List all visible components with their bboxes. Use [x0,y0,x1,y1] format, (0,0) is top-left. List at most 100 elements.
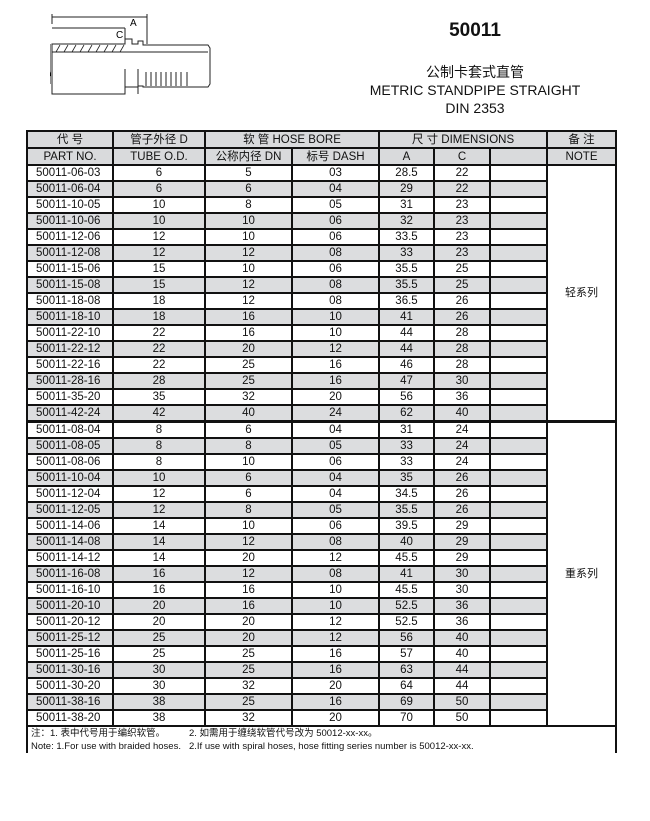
table-row: 50011-12-04 12 6 04 34.5 26 [26,485,616,503]
cell-dash: 08 [291,533,380,551]
cell-dim-a: 56 [378,388,435,406]
header-tube-cn: 管子外径 D [112,130,206,149]
cell-dim-c: 28 [433,340,491,358]
cell-dim-a: 33 [378,244,435,262]
footnote-en-1: Note: 1.For use with braided hoses. [31,741,181,752]
cell-dim-c: 30 [433,372,491,390]
cell-dim-a: 57 [378,645,435,663]
cell-dn: 25 [204,356,293,374]
cell-dn: 6 [204,420,293,439]
cell-dim-c: 36 [433,597,491,615]
cell-blank [488,517,549,535]
cell-dim-a: 32 [378,212,435,230]
cell-part-no: 50011-15-08 [26,276,114,294]
header-part-en: PART NO. [26,147,114,166]
cell-blank [488,709,549,727]
cell-blank [488,693,549,711]
cell-part-no: 50011-14-12 [26,549,114,567]
cell-part-no: 50011-10-05 [26,196,114,214]
cell-blank [488,565,549,583]
table-row: 50011-20-10 20 16 10 52.5 36 [26,597,616,615]
header-blank [488,147,549,166]
cell-blank [488,356,549,374]
cell-blank [488,661,549,679]
table-row: 50011-35-20 35 32 20 56 36 [26,388,616,406]
cell-tube-od: 12 [112,501,206,519]
cell-part-no: 50011-10-06 [26,212,114,230]
cell-dn: 20 [204,340,293,358]
label-a: A [130,18,137,29]
cell-dim-a: 56 [378,629,435,647]
cell-dn: 12 [204,292,293,310]
footnote-en-2: 2.If use with spiral hoses, hose fitting… [189,741,474,752]
cell-dn: 8 [204,501,293,519]
cell-part-no: 50011-35-20 [26,388,114,406]
cell-dn: 25 [204,693,293,711]
cell-dash: 04 [291,420,380,439]
cell-dim-a: 64 [378,677,435,695]
cell-dim-c: 44 [433,677,491,695]
cell-dn: 25 [204,661,293,679]
cell-dash: 20 [291,388,380,406]
cell-tube-od: 38 [112,693,206,711]
cell-tube-od: 12 [112,228,206,246]
cell-note: 重系列 [546,420,618,727]
cell-dn: 25 [204,645,293,663]
cell-dim-c: 26 [433,501,491,519]
cell-dim-c: 23 [433,212,491,230]
cell-dash: 16 [291,645,380,663]
cell-dim-a: 63 [378,661,435,679]
cell-dash: 06 [291,212,380,230]
cell-dim-c: 24 [433,453,491,471]
table-row: 50011-18-08 18 12 08 36.5 26 [26,292,616,310]
fitting-drawing: A C D [50,14,211,95]
cell-blank [488,404,549,423]
cell-dim-a: 29 [378,180,435,198]
cell-dim-c: 36 [433,613,491,631]
table-row: 50011-18-10 18 16 10 41 26 [26,308,616,326]
cell-dim-a: 52.5 [378,597,435,615]
cell-part-no: 50011-08-04 [26,420,114,439]
cell-part-no: 50011-14-08 [26,533,114,551]
cell-blank [488,180,549,198]
cell-dn: 32 [204,709,293,727]
cell-dn: 6 [204,469,293,487]
cell-dn: 16 [204,324,293,342]
cell-blank [488,549,549,567]
cell-dim-a: 46 [378,356,435,374]
cell-dn: 16 [204,581,293,599]
cell-part-no: 50011-16-10 [26,581,114,599]
cell-dn: 10 [204,260,293,278]
table-row: 50011-08-04 8 6 04 31 24 重系列 [26,420,618,727]
cell-part-no: 50011-20-10 [26,597,114,615]
cell-dim-a: 34.5 [378,485,435,503]
cell-dash: 10 [291,308,380,326]
table-row: 50011-08-05 8 8 05 33 24 [26,437,616,455]
spec-table: 代 号 管子外径 D 软 管 HOSE BORE 尺 寸 DIMENSIONS … [25,130,618,753]
cell-part-no: 50011-20-12 [26,613,114,631]
footnote-cn-1: 注：1. 表中代号用于编织软管。 [31,728,166,739]
cell-dn: 6 [204,180,293,198]
cell-blank [488,501,549,519]
cell-blank [488,196,549,214]
cell-blank [488,228,549,246]
cell-tube-od: 30 [112,661,206,679]
cell-part-no: 50011-08-05 [26,437,114,455]
cell-dim-c: 30 [433,581,491,599]
cell-dash: 04 [291,485,380,503]
cell-dash: 20 [291,677,380,695]
cell-dim-a: 28.5 [378,164,435,182]
cell-dn: 12 [204,244,293,262]
cell-tube-od: 12 [112,485,206,503]
cell-tube-od: 15 [112,276,206,294]
table-row: 50011-25-16 25 25 16 57 40 [26,645,616,663]
subtitle-cn: 公制卡套式直管 [426,65,524,81]
cell-tube-od: 14 [112,517,206,535]
table-row: 50011-38-20 38 32 20 70 50 [26,709,616,727]
cell-dim-a: 45.5 [378,581,435,599]
table-row: 50011-25-12 25 20 12 56 40 [26,629,616,647]
cell-blank [488,212,549,230]
cell-dn: 5 [204,164,293,182]
cell-dim-a: 33 [378,453,435,471]
cell-dn: 8 [204,196,293,214]
